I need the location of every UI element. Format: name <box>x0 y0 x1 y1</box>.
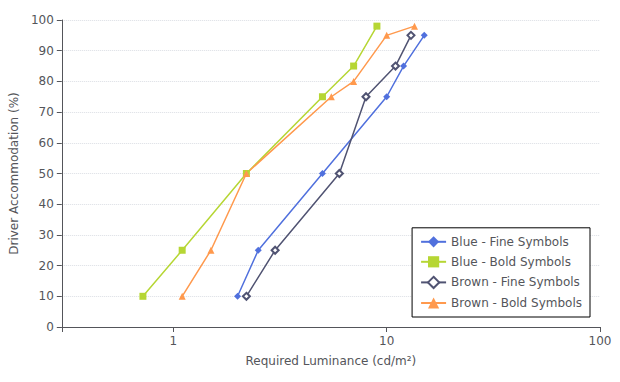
svg-text:100: 100 <box>589 334 612 348</box>
svg-text:80: 80 <box>39 74 54 88</box>
svg-text:Blue - Fine Symbols: Blue - Fine Symbols <box>451 235 569 249</box>
svg-text:Driver Accommodation (%): Driver Accommodation (%) <box>7 92 21 255</box>
svg-text:90: 90 <box>39 44 54 58</box>
svg-text:30: 30 <box>39 228 54 242</box>
svg-text:20: 20 <box>39 259 54 273</box>
svg-text:Brown - Fine Symbols: Brown - Fine Symbols <box>451 275 580 289</box>
svg-text:60: 60 <box>39 136 54 150</box>
svg-text:100: 100 <box>31 13 54 27</box>
svg-text:10: 10 <box>39 289 54 303</box>
svg-text:70: 70 <box>39 105 54 119</box>
svg-text:1: 1 <box>170 334 178 348</box>
svg-text:50: 50 <box>39 167 54 181</box>
svg-text:10: 10 <box>379 334 394 348</box>
svg-text:Blue - Bold Symbols: Blue - Bold Symbols <box>451 255 571 269</box>
svg-text:Brown - Bold Symbols: Brown - Bold Symbols <box>451 296 582 310</box>
svg-text:Required Luminance (cd/m²): Required Luminance (cd/m²) <box>245 354 416 368</box>
svg-text:40: 40 <box>39 197 54 211</box>
svg-text:0: 0 <box>46 320 54 334</box>
